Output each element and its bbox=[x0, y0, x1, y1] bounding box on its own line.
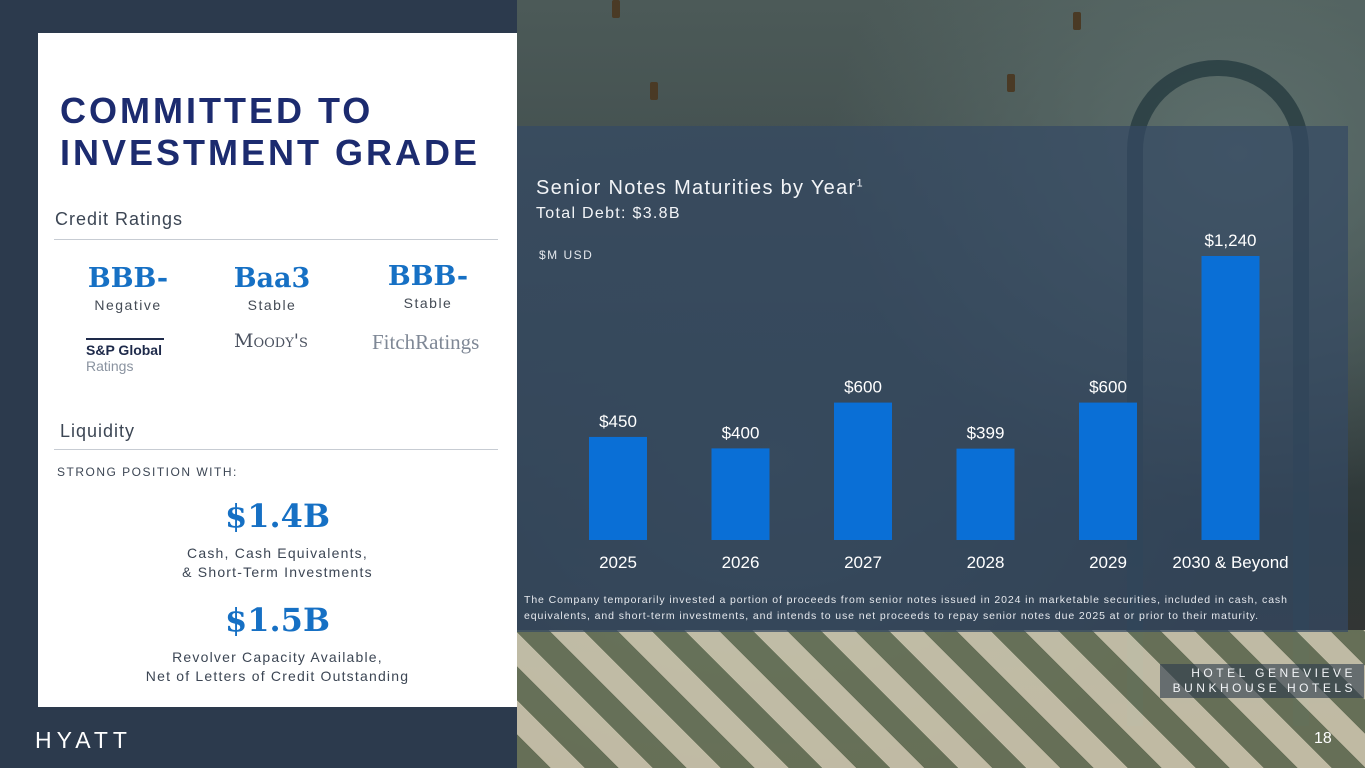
rating-grade: BBB- bbox=[87, 263, 169, 294]
hyatt-logo: HYATT bbox=[35, 727, 132, 753]
liquidity-desc-line: Cash, Cash Equivalents, bbox=[187, 545, 368, 561]
liquidity-amount: $1.5B bbox=[225, 601, 330, 639]
bar-2026 bbox=[711, 448, 770, 540]
page-number: 18 bbox=[1314, 730, 1332, 747]
data-label: $400 bbox=[722, 423, 760, 442]
liquidity-desc-line: & Short-Term Investments bbox=[182, 564, 373, 580]
bar-2029 bbox=[1079, 402, 1137, 540]
rating-fitch: BBB- Stable bbox=[368, 261, 488, 311]
data-label: $450 bbox=[599, 412, 637, 431]
chart-title-text: Senior Notes Maturities by Year bbox=[536, 177, 857, 199]
category-label: 2028 bbox=[967, 553, 1005, 572]
data-label: $1,240 bbox=[1205, 231, 1257, 250]
data-label: $600 bbox=[844, 378, 882, 397]
sp-logo-subtext: Ratings bbox=[86, 358, 134, 374]
data-label: $600 bbox=[1089, 378, 1127, 397]
photo-credit: HOTEL GENEVIEVE BUNKHOUSE HOTELS bbox=[1160, 664, 1364, 698]
liquidity-intro: STRONG POSITION WITH: bbox=[57, 465, 238, 479]
bar-chart: $450 2025 $400 2026 $600 2027 $399 2028 $600 2029… bbox=[589, 231, 1289, 572]
category-label: 2026 bbox=[722, 553, 760, 572]
bar-2030-beyond bbox=[1201, 256, 1260, 540]
bar-2028 bbox=[956, 448, 1015, 540]
fitch-logo: FitchRatings bbox=[372, 330, 480, 354]
ceiling-lamp bbox=[612, 0, 620, 18]
footnote-mark: 1 bbox=[856, 177, 864, 190]
checkered-floor bbox=[517, 630, 1365, 768]
category-label: 2029 bbox=[1089, 553, 1127, 572]
rating-grade: Baa3 bbox=[233, 263, 311, 294]
chart-subtitle: Total Debt: $3.8B bbox=[536, 205, 681, 222]
chart-panel: Senior Notes Maturities by Year1 Total D… bbox=[517, 126, 1348, 632]
ceiling-lamp bbox=[1073, 12, 1081, 30]
liquidity-heading: Liquidity bbox=[60, 421, 136, 441]
liquidity-amount: $1.4B bbox=[225, 497, 330, 535]
rating-sp: BBB- Negative bbox=[68, 263, 188, 313]
ceiling-lamp bbox=[1007, 74, 1015, 92]
rating-outlook: Stable bbox=[403, 295, 453, 311]
category-label: 2030 & Beyond bbox=[1172, 553, 1288, 572]
rating-grade: BBB- bbox=[387, 261, 469, 292]
page-title: COMMITTED TO INVESTMENT GRADE bbox=[60, 90, 481, 173]
bar-2027 bbox=[834, 402, 892, 540]
category-label: 2025 bbox=[599, 553, 637, 572]
sp-logo-text: S&P Global bbox=[86, 342, 162, 358]
data-label: $399 bbox=[967, 424, 1005, 443]
y-axis-label: $M USD bbox=[539, 248, 594, 262]
liquidity-desc-line: Net of Letters of Credit Outstanding bbox=[145, 668, 410, 684]
photo-credit-line: HOTEL GENEVIEVE bbox=[1191, 666, 1356, 680]
chart-title: Senior Notes Maturities by Year1 bbox=[536, 177, 864, 200]
photo-credit-line: BUNKHOUSE HOTELS bbox=[1172, 681, 1356, 695]
credit-ratings-heading: Credit Ratings bbox=[55, 209, 184, 229]
section-divider bbox=[54, 449, 498, 450]
rating-moodys: Baa3 Stable bbox=[212, 263, 332, 313]
bar-2025 bbox=[589, 436, 647, 540]
section-divider bbox=[54, 239, 498, 240]
moodys-logo: Moody's bbox=[234, 330, 308, 352]
liquidity-desc-line: Revolver Capacity Available, bbox=[172, 649, 383, 665]
content-panel: COMMITTED TO INVESTMENT GRADE Credit Rat… bbox=[38, 33, 517, 707]
category-label: 2027 bbox=[844, 553, 882, 572]
ceiling-lamp bbox=[650, 82, 658, 100]
rating-outlook: Negative bbox=[94, 297, 162, 313]
sp-global-logo: S&P Global Ratings bbox=[86, 338, 166, 375]
liquidity-desc: Revolver Capacity Available, Net of Lett… bbox=[38, 648, 517, 686]
chart-footnote: The Company temporarily invested a porti… bbox=[524, 594, 1288, 622]
rating-outlook: Stable bbox=[247, 297, 297, 313]
liquidity-desc: Cash, Cash Equivalents, & Short-Term Inv… bbox=[38, 544, 517, 582]
